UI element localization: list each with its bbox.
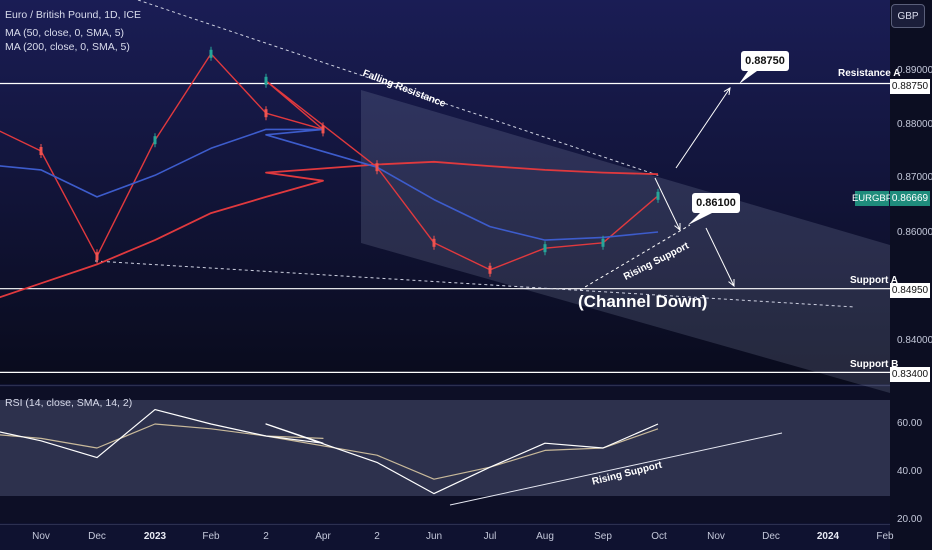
projection-arrow xyxy=(654,177,681,231)
candle-body xyxy=(375,163,379,172)
ma200-line xyxy=(0,160,659,299)
lower-dashed-line xyxy=(94,260,856,308)
x-tick-label: Aug xyxy=(536,531,554,542)
projection-arrow xyxy=(675,87,731,169)
ma50-legend: MA (50, close, 0, SMA, 5) xyxy=(5,27,125,39)
rsi-sma-line xyxy=(0,423,659,480)
rsi-tick-label: 40.00 xyxy=(897,466,923,477)
target-callout: 0.88750 xyxy=(741,51,789,71)
candle-body xyxy=(656,191,660,200)
candle-body xyxy=(488,265,492,274)
projection-arrow xyxy=(705,227,735,287)
rsi-rising-support-line xyxy=(449,432,783,506)
rsi-tick-label: 20.00 xyxy=(897,514,923,525)
candle-body xyxy=(264,109,268,118)
y-tick-label: 0.88000 xyxy=(897,119,932,130)
x-tick-label: 2 xyxy=(263,531,269,542)
rsi-panel-background xyxy=(0,387,890,523)
chart-title: Euro / British Pound, 1D, ICE xyxy=(5,9,141,21)
pivot-callout-pointer xyxy=(688,213,712,225)
last-price-badge: 0.86669 xyxy=(890,191,930,206)
candle-body xyxy=(321,125,325,134)
support-a-price-badge: 0.84950 xyxy=(890,283,930,298)
x-tick-label: Feb xyxy=(202,531,220,542)
candle-body xyxy=(264,76,268,85)
rsi-tick-label: 60.00 xyxy=(897,418,923,429)
channel-down-label: (Channel Down) xyxy=(578,292,708,311)
x-tick-label: Dec xyxy=(88,531,106,542)
candle-body xyxy=(95,252,99,261)
symbol-badge: EURGBP xyxy=(851,191,893,206)
ma50-line xyxy=(0,128,659,241)
x-tick-label: 2023 xyxy=(143,531,167,542)
candle-body xyxy=(153,136,157,145)
pivot-callout: 0.86100 xyxy=(692,193,740,213)
x-tick-label: Jun xyxy=(425,531,443,542)
x-tick-label: 2024 xyxy=(816,531,840,542)
rsi-band xyxy=(0,400,890,496)
y-tick-label: 0.87000 xyxy=(897,172,932,183)
price-line xyxy=(0,53,659,271)
rsi-legend: RSI (14, close, SMA, 14, 2) xyxy=(5,397,133,409)
x-tick-label: Apr xyxy=(315,531,331,542)
support-b-price-badge: 0.83400 xyxy=(890,367,930,382)
x-tick-label: Oct xyxy=(651,531,667,542)
y-tick-label: 0.89000 xyxy=(897,65,932,76)
resistance-a-price-badge: 0.88750 xyxy=(890,79,930,94)
arrow-head xyxy=(728,278,735,288)
x-tick-label: Nov xyxy=(707,531,725,542)
support-a-label: Support A xyxy=(850,275,898,286)
rsi-line xyxy=(0,409,659,495)
falling-resistance-line xyxy=(137,0,661,177)
ma200-legend: MA (200, close, 0, SMA, 5) xyxy=(5,41,130,53)
target-callout-pointer xyxy=(739,71,757,84)
arrow-head xyxy=(674,222,681,232)
candle-body xyxy=(432,238,436,247)
candle-body xyxy=(39,147,43,155)
x-tick-label: Jul xyxy=(483,531,497,542)
support-b-label: Support B xyxy=(850,359,899,370)
candle-body xyxy=(209,49,213,58)
x-tick-label: Feb xyxy=(876,531,894,542)
currency-button[interactable]: GBP xyxy=(891,4,925,28)
x-tick-label: Dec xyxy=(762,531,780,542)
resistance-a-label: Resistance A xyxy=(838,68,901,79)
candle-body xyxy=(543,244,547,253)
x-tick-label: 2 xyxy=(374,531,380,542)
y-tick-label: 0.84000 xyxy=(897,335,932,346)
arrow-head xyxy=(723,87,731,95)
x-tick-label: Nov xyxy=(32,531,50,542)
candle-body xyxy=(601,238,605,247)
y-tick-label: 0.86000 xyxy=(897,227,932,238)
x-tick-label: Sep xyxy=(594,531,612,542)
